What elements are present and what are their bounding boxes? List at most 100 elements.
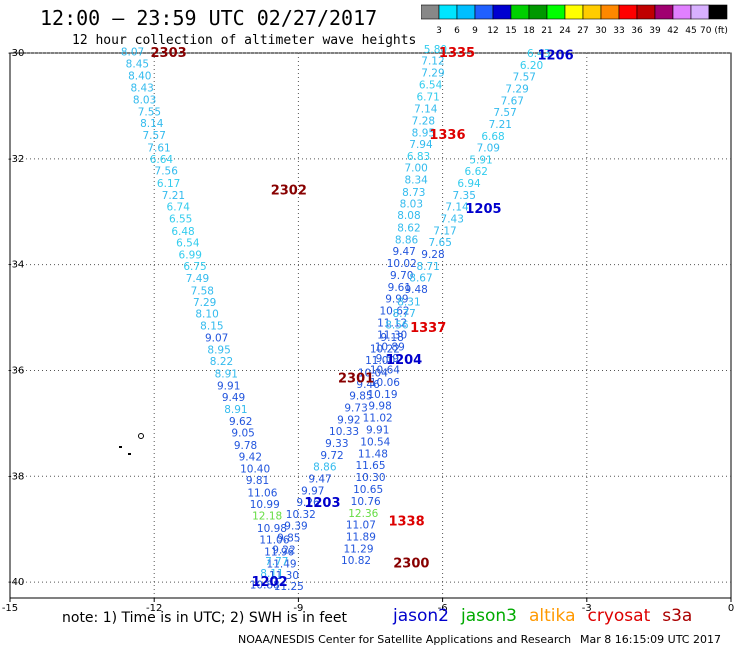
wave-height-value: 9.05 bbox=[231, 428, 254, 440]
wave-height-value: 7.43 bbox=[441, 213, 464, 225]
x-tick-label: -9 bbox=[293, 603, 303, 614]
wave-height-value: 11.07 bbox=[346, 520, 376, 532]
wave-height-value: 10.65 bbox=[353, 484, 383, 496]
wave-height-value: 9.47 bbox=[308, 474, 331, 486]
orbit-track-label: 1204 bbox=[386, 353, 422, 368]
wave-height-value: 6.71 bbox=[416, 92, 439, 104]
wave-height-value: 7.77 bbox=[265, 556, 288, 568]
x-tick-label: -12 bbox=[146, 603, 162, 614]
satellite-legend-item: altika bbox=[529, 606, 576, 626]
wave-height-value: 10.88 bbox=[250, 579, 280, 591]
satellite-legend-item: jason3 bbox=[461, 606, 517, 626]
wave-height-value: 7.00 bbox=[404, 163, 427, 175]
wave-height-value: 8.11 bbox=[260, 568, 283, 580]
track-1335-1338-descending: 5.807.127.296.546.717.147.288.957.946.83… bbox=[341, 44, 447, 567]
x-tick-label: -6 bbox=[438, 603, 448, 614]
wave-height-value: 6.43 bbox=[527, 48, 550, 60]
wave-height-value: 8.10 bbox=[195, 309, 218, 321]
color-tick-label: 30 bbox=[595, 26, 607, 36]
wave-height-value: 7.49 bbox=[186, 273, 209, 285]
wave-height-value: 5.91 bbox=[469, 155, 492, 167]
color-tick-label: 27 bbox=[577, 26, 588, 36]
x-tick-label: 0 bbox=[728, 603, 734, 614]
wave-height-value: 9.46 bbox=[356, 379, 380, 391]
wave-height-value: 7.57 bbox=[493, 107, 516, 119]
wave-height-value: 8.91 bbox=[224, 404, 247, 416]
wave-height-value: 11.29 bbox=[343, 543, 373, 555]
orbit-track-label: 2300 bbox=[393, 557, 429, 572]
color-tick-label: 12 bbox=[487, 26, 498, 36]
x-tick-label: -3 bbox=[582, 603, 592, 614]
color-tick-label: 21 bbox=[541, 26, 552, 36]
wave-height-value: 10.33 bbox=[329, 426, 359, 438]
wave-height-value: 7.58 bbox=[191, 285, 214, 297]
footer-timestamp: Mar 8 16:15:09 UTC 2017 bbox=[580, 633, 721, 646]
wave-height-value: 12.36 bbox=[348, 508, 378, 520]
wave-height-value: 7.61 bbox=[147, 142, 170, 154]
wave-height-value: 10.40 bbox=[240, 464, 270, 476]
wave-height-value: 9.72 bbox=[320, 450, 343, 462]
island-mark bbox=[138, 433, 144, 439]
wave-height-value: 6.17 bbox=[157, 178, 180, 190]
wave-height-value: 10.62 bbox=[380, 305, 410, 317]
color-tick-label: 45 bbox=[685, 26, 696, 36]
wave-height-value: 10.89 bbox=[375, 341, 405, 353]
y-tick-label: -30 bbox=[8, 48, 24, 59]
wave-height-value: 8.71 bbox=[416, 261, 439, 273]
wave-height-value: 9.18 bbox=[380, 332, 403, 344]
color-tick-label: 6 bbox=[454, 26, 460, 36]
wave-height-value: 11.00 bbox=[365, 355, 395, 367]
track-2303-2302-descending: 8.078.458.408.438.037.558.147.577.616.64… bbox=[121, 47, 304, 593]
wave-height-value: 6.74 bbox=[167, 202, 191, 214]
wave-height-value: 6.94 bbox=[457, 178, 481, 190]
wave-height-value: 7.57 bbox=[513, 72, 536, 84]
wave-height-value: 7.94 bbox=[409, 139, 433, 151]
wave-height-value: 10.64 bbox=[370, 365, 400, 377]
wave-height-value: 9.97 bbox=[301, 485, 324, 497]
wave-height-value: 8.95 bbox=[207, 345, 230, 357]
wave-height-value: 6.68 bbox=[481, 131, 504, 143]
wave-height-value: 9.92 bbox=[337, 414, 360, 426]
orbit-track-label: 1336 bbox=[429, 128, 465, 143]
wave-height-value: 8.43 bbox=[130, 83, 153, 95]
wave-height-value: 6.55 bbox=[169, 213, 192, 225]
wave-height-value: 7.09 bbox=[477, 142, 500, 154]
color-tick-label: 70 (ft) bbox=[700, 26, 728, 36]
x-tick-label: -15 bbox=[2, 603, 18, 614]
wave-height-value: 12.18 bbox=[252, 511, 282, 523]
satellite-legend-item: jason2 bbox=[393, 606, 449, 626]
wave-height-value: 6.62 bbox=[465, 166, 488, 178]
color-tick-label: 42 bbox=[667, 26, 678, 36]
track-1206-1202-descending: 6.436.207.577.297.677.577.216.687.095.91… bbox=[250, 48, 551, 591]
color-tick-label: 18 bbox=[523, 26, 535, 36]
wave-height-value: 5.80 bbox=[424, 44, 447, 56]
wave-height-value: 11.02 bbox=[363, 412, 393, 424]
wave-height-value: 10.22 bbox=[370, 343, 400, 355]
wave-height-value: 10.06 bbox=[370, 377, 400, 389]
y-tick-label: -38 bbox=[8, 471, 24, 482]
wave-height-value: 9.49 bbox=[222, 392, 245, 404]
wave-height-value: 10.02 bbox=[387, 258, 417, 270]
wave-height-value: 9.42 bbox=[239, 451, 262, 463]
page-title: 12:00 – 23:59 UTC 02/27/2017 bbox=[40, 6, 378, 30]
wave-height-value: 9.62 bbox=[229, 416, 252, 428]
orbit-track-label: 2302 bbox=[271, 184, 307, 199]
wave-height-value: 8.45 bbox=[126, 58, 149, 70]
wave-height-value: 6.99 bbox=[179, 249, 202, 261]
wave-height-value: 11.06 bbox=[259, 535, 289, 547]
wave-height-value: 7.55 bbox=[138, 106, 161, 118]
wave-height-value: 7.56 bbox=[155, 166, 179, 178]
wave-height-value: 6.48 bbox=[171, 226, 194, 238]
wave-height-value: 6.20 bbox=[520, 60, 543, 72]
wave-height-value: 10.54 bbox=[360, 437, 390, 449]
wave-height-value: 9.33 bbox=[325, 438, 348, 450]
wave-height-value: 9.70 bbox=[390, 270, 413, 282]
wave-height-value: 8.31 bbox=[397, 296, 420, 308]
wave-height-value: 7.21 bbox=[489, 119, 512, 131]
orbit-track-label: 1202 bbox=[251, 575, 287, 590]
wave-height-value: 9.91 bbox=[217, 381, 240, 393]
wave-height-value: 8.73 bbox=[402, 187, 425, 199]
wave-height-value: 10.82 bbox=[341, 555, 371, 567]
wave-height-value: 8.14 bbox=[140, 118, 164, 130]
